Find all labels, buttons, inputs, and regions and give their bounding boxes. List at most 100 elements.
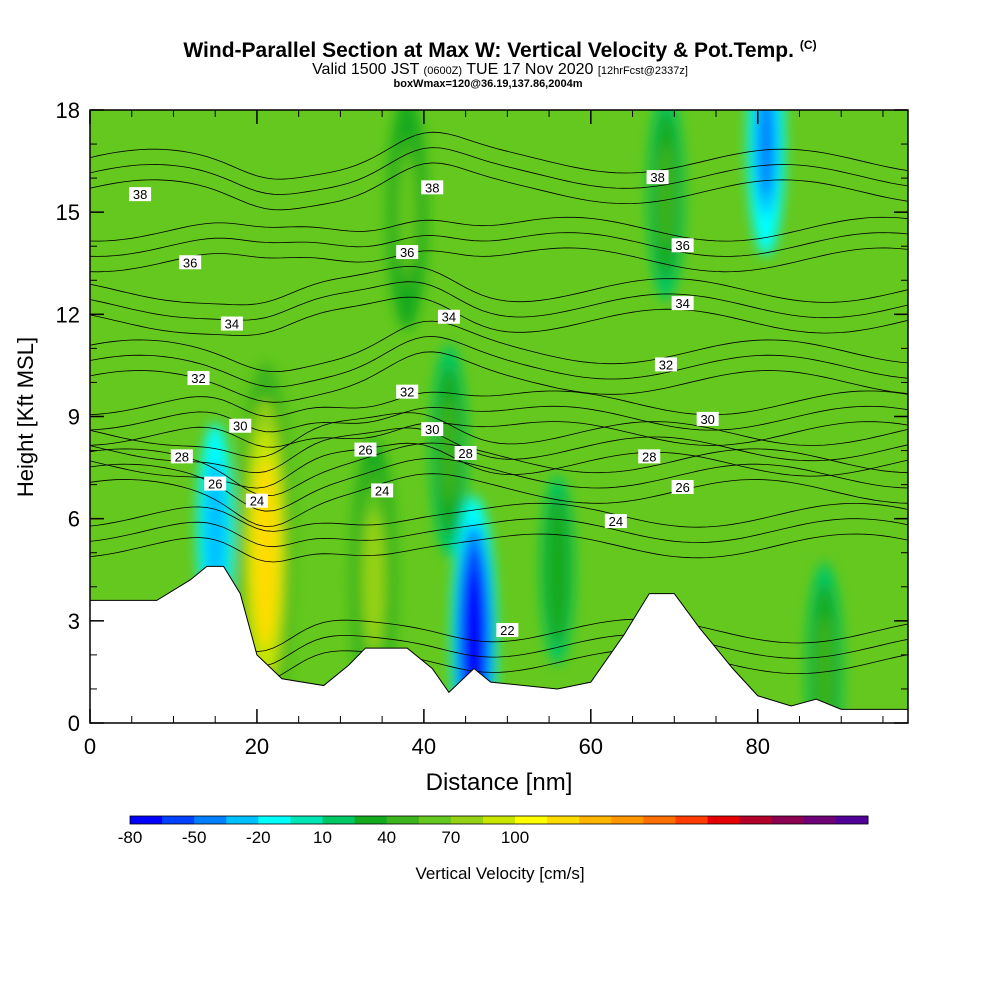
box-info: boxWmax=120@36.19,137.86,2004m (393, 78, 583, 90)
colorbar-swatch (515, 816, 548, 824)
colorbar-swatch (771, 816, 805, 824)
isentrope-label-text: 28 (642, 449, 656, 464)
colorbar-swatch (675, 816, 709, 824)
isentrope-label-text: 24 (250, 494, 264, 509)
isentrope-label: 26 (354, 442, 377, 458)
colorbar-swatch (803, 816, 837, 824)
isentrope-label: 38 (129, 187, 152, 202)
isentrope-28-0 (90, 442, 908, 489)
terrain (90, 565, 908, 723)
isentrope-label: 32 (187, 371, 210, 386)
colorbar-tick-label: 100 (500, 828, 530, 847)
isentrope-26-0 (90, 473, 908, 527)
x-tick-label: 80 (746, 734, 770, 759)
isentrope-26-1 (90, 457, 908, 512)
isentrope-30-2 (90, 390, 908, 417)
velocity-core-0-3 (252, 459, 279, 646)
isentrope-label-text: 38 (425, 180, 439, 195)
colorbar-swatch (547, 816, 580, 824)
velocity-core-4-3 (206, 476, 224, 581)
y-tick-label: 3 (68, 609, 80, 634)
isentrope-26-2 (90, 442, 908, 497)
isentrope-label: 24 (245, 493, 268, 509)
colorbar-swatch (194, 816, 227, 824)
forecast-info: [12hrFcst@2337z] (597, 65, 688, 77)
isentrope-label-text: 36 (400, 245, 414, 260)
valid-utc: (0600Z) (423, 65, 463, 77)
isentrope-label: 30 (421, 422, 444, 437)
colorbar-tick-label: 10 (313, 828, 332, 847)
colorbar-tick-label: 40 (377, 828, 397, 847)
colorbar-swatch (611, 816, 644, 824)
valid-time-line: Valid 1500 JST (0600Z) TUE 17 Nov 2020 [… (0, 61, 1000, 79)
isentrope-38-2 (90, 131, 908, 180)
colorbar-swatch (290, 816, 324, 824)
isentrope-label: 36 (671, 238, 694, 253)
isentrope-36-0 (90, 247, 908, 273)
isentrope-24-0 (90, 533, 908, 563)
velocity-core-6-3 (757, 110, 775, 199)
valid-prefix: Valid 1500 JST (312, 61, 420, 78)
isentrope-label-text: 34 (442, 310, 456, 325)
isentrope-label-text: 30 (700, 412, 714, 427)
plot-area (90, 110, 908, 723)
y-axis-label: Height [Kft MSL] (13, 337, 38, 497)
colorbar-swatch (322, 816, 356, 824)
isentrope-label: 24 (371, 483, 394, 498)
isentrope-label: 38 (421, 180, 444, 195)
colorbar-swatch (835, 816, 869, 824)
colorbar-swatch (354, 816, 388, 824)
velocity-core-8-3 (549, 523, 566, 617)
isentrope-label-text: 28 (175, 449, 189, 464)
isentrope-34-2 (90, 265, 908, 306)
colorbar-tick-label: -20 (246, 828, 271, 847)
colorbar-swatch (418, 816, 452, 824)
colorbar-swatch (130, 816, 163, 824)
velocity-core-5-3 (657, 143, 675, 248)
isentrope-label: 30 (696, 411, 719, 427)
velocity-core-1-3 (363, 511, 384, 649)
isentrope-label-text: 22 (500, 623, 514, 638)
isentrope-24-2 (90, 502, 908, 532)
isentrope-label-text: 32 (400, 385, 414, 400)
isentrope-label-text: 26 (358, 443, 372, 458)
isentrope-label-text: 34 (675, 296, 689, 311)
colorbar-tick-label: 70 (441, 828, 461, 847)
isentrope-label: 28 (170, 449, 193, 464)
isentrope-label: 26 (671, 480, 694, 495)
colorbar-swatch (707, 816, 741, 824)
isentrope-32-1 (90, 335, 908, 388)
isentrope-label-text: 24 (609, 514, 623, 529)
colorbar (129, 815, 869, 825)
isentrope-label: 32 (654, 357, 677, 372)
isentrope-label: 30 (229, 418, 252, 434)
isentrope-label-text: 32 (191, 371, 205, 386)
velocity-core-9-3 (816, 616, 833, 721)
x-axis-label: Distance [nm] (426, 769, 573, 796)
isentrope-label: 26 (204, 476, 227, 492)
colorbar-swatch (162, 816, 195, 824)
isentrope-36-1 (90, 232, 908, 257)
isentrope-label-text: 34 (225, 317, 239, 332)
chart-title: Wind-Parallel Section at Max W: Vertical… (183, 38, 817, 62)
isentrope-34-0 (90, 296, 908, 336)
colorbar-tick-label: -80 (117, 828, 143, 847)
y-tick-label: 0 (68, 711, 80, 736)
isentrope-24-1 (90, 518, 908, 548)
colorbar-swatch (739, 816, 773, 824)
y-tick-label: 15 (56, 200, 80, 225)
x-tick-label: 20 (245, 734, 269, 759)
y-tick-label: 12 (56, 302, 80, 327)
y-tick-label: 9 (68, 405, 80, 430)
x-tick-label: 40 (412, 734, 436, 759)
isentrope-label-text: 26 (208, 477, 222, 492)
colorbar-swatch (226, 816, 259, 824)
isentrope-36-2 (90, 216, 908, 242)
isentrope-label: 34 (671, 296, 694, 311)
isentrope-label-text: 30 (233, 419, 247, 434)
colorbar-title: Vertical Velocity [cm/s] (415, 864, 585, 883)
isentrope-label-text: 38 (133, 187, 147, 202)
isentrope-label-text: 24 (375, 483, 389, 498)
